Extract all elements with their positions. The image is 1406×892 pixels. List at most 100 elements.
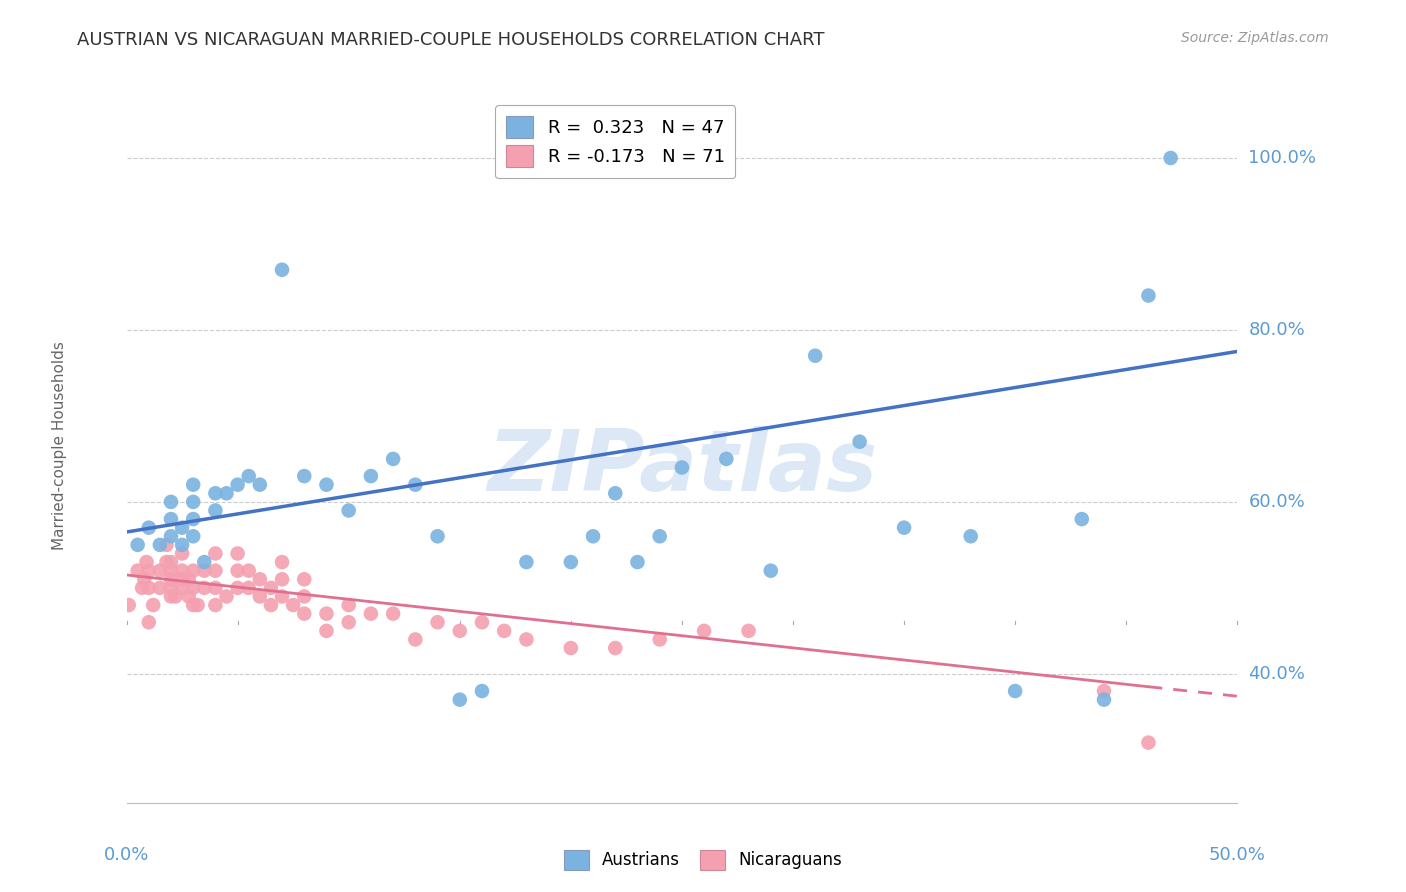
Point bbox=[181, 495, 204, 509]
Point bbox=[471, 684, 494, 698]
Point bbox=[118, 598, 141, 612]
Point bbox=[181, 512, 204, 526]
Text: ZIPatlas: ZIPatlas bbox=[486, 425, 877, 509]
Point bbox=[172, 521, 194, 535]
Point bbox=[160, 529, 183, 543]
Point bbox=[893, 521, 915, 535]
Point bbox=[494, 624, 516, 638]
Text: 50.0%: 50.0% bbox=[1209, 846, 1265, 863]
Point bbox=[292, 469, 315, 483]
Text: 0.0%: 0.0% bbox=[104, 846, 149, 863]
Point bbox=[315, 624, 337, 638]
Point bbox=[160, 512, 183, 526]
Point bbox=[193, 555, 215, 569]
Point bbox=[626, 555, 648, 569]
Point bbox=[281, 598, 304, 612]
Point bbox=[138, 615, 160, 630]
Point bbox=[360, 607, 382, 621]
Point bbox=[149, 581, 172, 595]
Text: 40.0%: 40.0% bbox=[1249, 665, 1305, 683]
Point bbox=[271, 572, 294, 586]
Point bbox=[1092, 692, 1115, 706]
Point bbox=[292, 607, 315, 621]
Point bbox=[648, 632, 671, 647]
Point bbox=[160, 581, 183, 595]
Point bbox=[426, 529, 449, 543]
Point bbox=[337, 615, 360, 630]
Point bbox=[226, 546, 249, 560]
Point bbox=[238, 469, 260, 483]
Point bbox=[226, 477, 249, 491]
Point bbox=[172, 546, 194, 560]
Point bbox=[138, 521, 160, 535]
Point bbox=[165, 590, 187, 604]
Point bbox=[605, 486, 627, 500]
Point bbox=[292, 572, 315, 586]
Point bbox=[1070, 512, 1092, 526]
Point bbox=[560, 641, 582, 656]
Point bbox=[135, 555, 157, 569]
Point bbox=[226, 581, 249, 595]
Point bbox=[160, 572, 183, 586]
Point bbox=[187, 598, 209, 612]
Point bbox=[181, 564, 204, 578]
Text: 100.0%: 100.0% bbox=[1249, 149, 1316, 167]
Point bbox=[172, 564, 194, 578]
Point bbox=[404, 477, 426, 491]
Legend: Austrians, Nicaraguans: Austrians, Nicaraguans bbox=[557, 843, 849, 877]
Point bbox=[404, 632, 426, 647]
Point bbox=[215, 486, 238, 500]
Point bbox=[449, 692, 471, 706]
Point bbox=[181, 529, 204, 543]
Point bbox=[515, 555, 537, 569]
Point bbox=[292, 590, 315, 604]
Point bbox=[648, 529, 671, 543]
Point bbox=[1004, 684, 1026, 698]
Point bbox=[693, 624, 716, 638]
Point bbox=[1160, 151, 1182, 165]
Point bbox=[204, 564, 226, 578]
Point bbox=[260, 598, 283, 612]
Point bbox=[160, 555, 183, 569]
Point bbox=[426, 615, 449, 630]
Point bbox=[271, 262, 294, 277]
Legend: R =  0.323   N = 47, R = -0.173   N = 71: R = 0.323 N = 47, R = -0.173 N = 71 bbox=[495, 105, 735, 178]
Point bbox=[848, 434, 870, 449]
Text: 80.0%: 80.0% bbox=[1249, 321, 1305, 339]
Point bbox=[671, 460, 693, 475]
Point bbox=[181, 477, 204, 491]
Point bbox=[149, 564, 172, 578]
Point bbox=[193, 564, 215, 578]
Point bbox=[155, 538, 177, 552]
Point bbox=[172, 538, 194, 552]
Point bbox=[605, 641, 627, 656]
Point bbox=[204, 598, 226, 612]
Point bbox=[382, 607, 405, 621]
Point bbox=[131, 581, 153, 595]
Text: Married-couple Households: Married-couple Households bbox=[52, 342, 67, 550]
Point bbox=[134, 572, 156, 586]
Point bbox=[260, 581, 283, 595]
Point bbox=[1092, 684, 1115, 698]
Point bbox=[804, 349, 827, 363]
Point bbox=[204, 503, 226, 517]
Point bbox=[759, 564, 782, 578]
Point bbox=[249, 590, 271, 604]
Point bbox=[737, 624, 759, 638]
Point bbox=[181, 598, 204, 612]
Point bbox=[181, 581, 204, 595]
Point bbox=[160, 495, 183, 509]
Point bbox=[360, 469, 382, 483]
Point bbox=[238, 581, 260, 595]
Point bbox=[560, 555, 582, 569]
Point bbox=[271, 555, 294, 569]
Point bbox=[449, 624, 471, 638]
Point bbox=[127, 538, 149, 552]
Point bbox=[716, 451, 738, 466]
Point bbox=[204, 546, 226, 560]
Text: Source: ZipAtlas.com: Source: ZipAtlas.com bbox=[1181, 31, 1329, 45]
Point bbox=[1137, 736, 1160, 750]
Point bbox=[249, 572, 271, 586]
Point bbox=[127, 564, 149, 578]
Point bbox=[172, 581, 194, 595]
